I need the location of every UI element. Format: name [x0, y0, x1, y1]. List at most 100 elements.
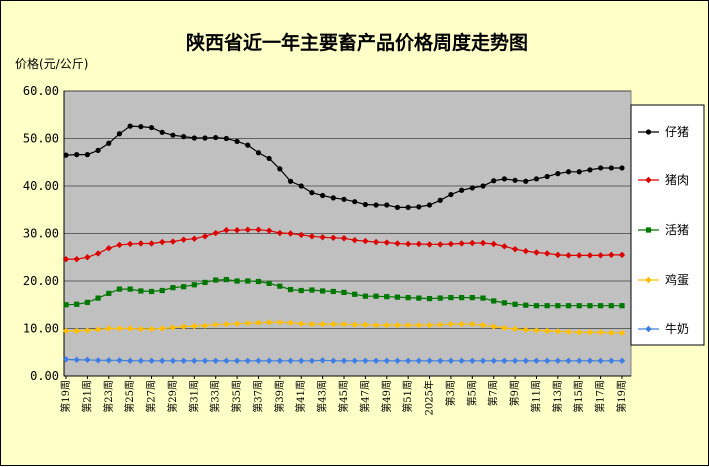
- data-point: [223, 276, 229, 283]
- data-point: [437, 321, 444, 328]
- data-point: [94, 357, 102, 364]
- x-tick-label: 第41周: [294, 380, 307, 413]
- data-point: [618, 357, 626, 364]
- series-1: [63, 123, 625, 210]
- data-point: [512, 177, 518, 183]
- data-point: [105, 245, 112, 252]
- data-point: [587, 303, 593, 309]
- data-point: [244, 226, 251, 233]
- data-point: [437, 357, 444, 364]
- data-point: [330, 357, 337, 364]
- data-point: [266, 280, 272, 286]
- data-point: [416, 295, 422, 301]
- data-point: [255, 226, 262, 233]
- series-5: [62, 356, 626, 364]
- data-point: [554, 357, 562, 364]
- data-point: [351, 321, 358, 328]
- data-point: [384, 294, 390, 300]
- data-point: [255, 150, 262, 156]
- x-tick-label: 第33周: [209, 380, 222, 413]
- data-point: [608, 165, 614, 171]
- data-point: [373, 293, 379, 299]
- data-point: [287, 230, 294, 237]
- data-point: [116, 131, 123, 137]
- data-point: [352, 199, 358, 205]
- data-point: [565, 252, 572, 259]
- data-point: [511, 245, 519, 253]
- data-point: [298, 287, 304, 294]
- data-point: [415, 357, 423, 364]
- data-point: [619, 165, 625, 171]
- data-point: [277, 166, 283, 172]
- data-point: [405, 204, 411, 210]
- x-tick-label: 第49周: [380, 380, 393, 413]
- data-point: [126, 325, 134, 332]
- data-point: [608, 303, 614, 309]
- data-point: [298, 320, 305, 327]
- data-point: [458, 357, 465, 364]
- data-point: [181, 284, 187, 290]
- y-tick-label: 60.00: [23, 84, 59, 98]
- legend-entry: 鸡蛋: [638, 272, 689, 287]
- data-point: [84, 152, 90, 158]
- data-point: [426, 295, 433, 302]
- data-point: [234, 278, 240, 284]
- data-point: [62, 255, 70, 263]
- data-point: [223, 321, 230, 328]
- x-tick-label: 第35周: [230, 380, 243, 413]
- data-point: [501, 243, 508, 250]
- data-point: [276, 229, 284, 237]
- data-point: [352, 291, 358, 297]
- data-point: [319, 234, 326, 241]
- data-point: [159, 287, 165, 294]
- data-point: [554, 328, 562, 335]
- data-point: [116, 325, 123, 332]
- data-point: [394, 294, 401, 300]
- y-tick-label: 30.00: [23, 227, 59, 241]
- x-tick-label: 第13周: [551, 380, 564, 413]
- legend-label: 牛奶: [665, 321, 689, 336]
- data-point: [73, 327, 80, 335]
- data-point: [533, 327, 540, 334]
- data-point: [523, 302, 529, 308]
- data-point: [415, 240, 423, 248]
- data-point: [447, 240, 455, 248]
- data-point: [169, 357, 177, 364]
- legend-label: 猪肉: [665, 173, 689, 187]
- data-point: [233, 357, 241, 364]
- data-point: [448, 191, 454, 198]
- data-point: [576, 169, 582, 175]
- series-3: [63, 276, 625, 309]
- data-point: [319, 357, 326, 364]
- x-tick-label: 第27周: [145, 380, 158, 413]
- data-point: [565, 169, 572, 175]
- data-point: [255, 319, 262, 326]
- data-point: [522, 326, 529, 334]
- data-point: [308, 233, 316, 240]
- series-2: [62, 226, 626, 263]
- data-point: [544, 303, 550, 309]
- data-point: [372, 238, 380, 246]
- data-point: [213, 277, 219, 283]
- data-point: [448, 295, 454, 301]
- data-point: [437, 241, 444, 248]
- data-point: [308, 357, 316, 364]
- data-point: [372, 357, 380, 364]
- data-point: [233, 320, 241, 327]
- data-point: [555, 303, 561, 309]
- data-point: [223, 135, 229, 142]
- data-point: [277, 283, 283, 289]
- data-point: [469, 357, 476, 364]
- data-point: [597, 357, 604, 364]
- data-point: [330, 321, 337, 328]
- data-point: [94, 250, 102, 257]
- data-point: [170, 285, 176, 291]
- data-point: [105, 357, 112, 364]
- data-point: [491, 298, 497, 304]
- data-point: [598, 165, 604, 171]
- data-point: [223, 226, 230, 234]
- data-point: [383, 357, 390, 364]
- legend-marker: [645, 227, 652, 233]
